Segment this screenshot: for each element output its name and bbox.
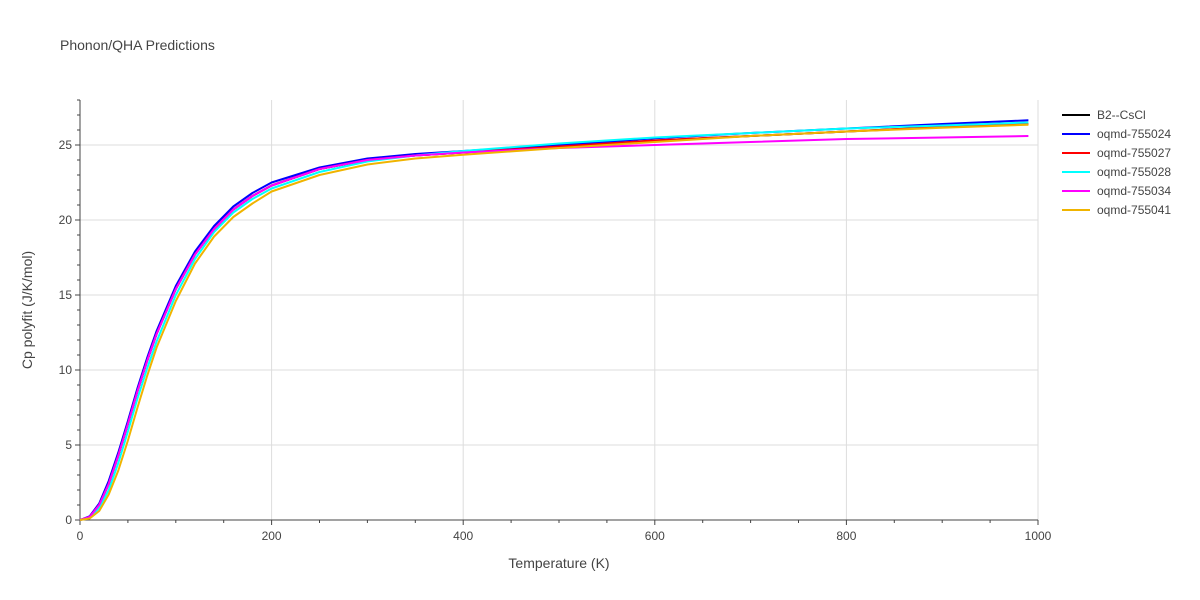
legend-item[interactable]: oqmd-755034 [1062, 184, 1171, 198]
legend-item[interactable]: oqmd-755024 [1062, 127, 1171, 141]
y-tick-label: 5 [65, 438, 72, 452]
series-lines [79, 119, 1029, 521]
legend-label: oqmd-755024 [1097, 127, 1171, 141]
y-tick-label: 20 [59, 213, 73, 227]
legend-label: oqmd-755028 [1097, 165, 1171, 179]
x-tick-label: 400 [453, 529, 473, 543]
series-line-oqmd-755027 [79, 123, 1029, 521]
x-tick-label: 0 [77, 529, 84, 543]
legend-label: oqmd-755034 [1097, 184, 1171, 198]
series-line-oqmd-755034 [79, 135, 1029, 521]
x-tick-labels: 0 200 400 600 800 1000 [77, 529, 1052, 543]
x-axis-title: Temperature (K) [508, 555, 609, 571]
y-tick-labels: 0 5 10 15 20 25 [59, 138, 73, 527]
legend-label: oqmd-755027 [1097, 146, 1171, 160]
axes [75, 99, 1039, 525]
legend-item[interactable]: oqmd-755041 [1062, 203, 1171, 217]
series-line-oqmd-755041 [79, 123, 1029, 521]
y-tick-label: 15 [59, 288, 73, 302]
series-line-oqmd-755028 [79, 121, 1029, 521]
y-tick-label: 25 [59, 138, 73, 152]
y-tick-label: 10 [59, 363, 73, 377]
x-tick-label: 200 [262, 529, 282, 543]
legend-label: oqmd-755041 [1097, 203, 1171, 217]
series-line-oqmd-755024 [79, 119, 1029, 521]
legend[interactable]: B2--CsCl oqmd-755024 oqmd-755027 oqmd-75502… [1062, 108, 1171, 217]
x-tick-label: 600 [645, 529, 665, 543]
legend-item[interactable]: oqmd-755027 [1062, 146, 1171, 160]
legend-item[interactable]: oqmd-755028 [1062, 165, 1171, 179]
y-axis-title: Cp polyfit (J/K/mol) [19, 251, 35, 369]
gridlines [80, 100, 1039, 520]
x-tick-label: 800 [836, 529, 856, 543]
legend-label: B2--CsCl [1097, 108, 1146, 122]
series-line-B2--CsCl [79, 123, 1029, 521]
legend-item[interactable]: B2--CsCl [1062, 108, 1146, 122]
x-tick-label: 1000 [1025, 529, 1052, 543]
y-tick-label: 0 [65, 513, 72, 527]
chart-title: Phonon/QHA Predictions [60, 37, 215, 53]
